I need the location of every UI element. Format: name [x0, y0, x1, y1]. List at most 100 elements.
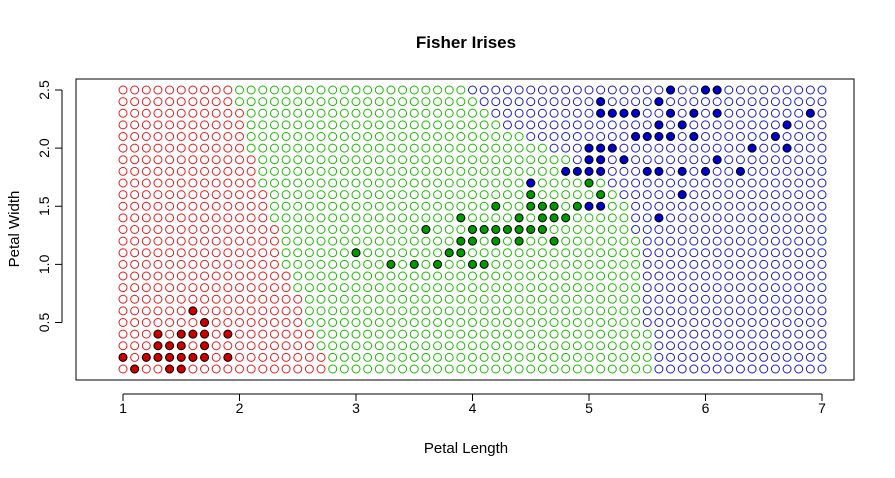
- grid-point: [782, 283, 792, 293]
- grid-point: [712, 190, 722, 200]
- grid-point: [444, 143, 454, 153]
- grid-point: [479, 364, 489, 374]
- grid-point: [549, 178, 559, 188]
- grid-point: [549, 283, 559, 293]
- grid-point: [689, 329, 699, 339]
- grid-point: [409, 294, 419, 304]
- grid-point: [456, 283, 466, 293]
- grid-point: [374, 329, 384, 339]
- grid-point: [561, 306, 571, 316]
- grid-point: [526, 132, 536, 141]
- grid-point: [141, 341, 151, 351]
- grid-point: [363, 364, 373, 374]
- grid-point: [176, 294, 186, 304]
- grid-point: [479, 120, 489, 130]
- grid-point: [351, 108, 361, 118]
- grid-point: [421, 259, 431, 269]
- grid-point: [363, 132, 373, 141]
- grid-point: [211, 318, 221, 327]
- grid-point: [561, 120, 571, 130]
- grid-point: [398, 236, 408, 246]
- grid-point: [817, 271, 827, 281]
- grid-point: [619, 213, 629, 223]
- grid-point: [502, 329, 512, 339]
- grid-point: [386, 201, 396, 211]
- grid-point: [141, 236, 151, 246]
- data-point-versicolor: [526, 225, 536, 234]
- grid-point: [351, 259, 361, 269]
- grid-point: [409, 85, 419, 95]
- grid-point: [549, 352, 559, 362]
- grid-point: [491, 352, 501, 362]
- grid-point: [246, 166, 256, 176]
- grid-point: [666, 178, 676, 188]
- grid-point: [572, 294, 582, 304]
- grid-point: [654, 143, 664, 153]
- grid-point: [689, 341, 699, 351]
- grid-point: [141, 108, 151, 118]
- grid-point: [468, 306, 477, 316]
- grid-point: [537, 318, 547, 327]
- grid-point: [514, 201, 524, 211]
- grid-point: [724, 190, 734, 200]
- grid-point: [118, 155, 128, 165]
- data-point-virginica: [596, 108, 606, 118]
- grid-point: [502, 108, 512, 118]
- grid-point: [514, 120, 524, 130]
- grid-point: [223, 190, 233, 200]
- grid-point: [328, 225, 338, 234]
- grid-point: [200, 143, 210, 153]
- grid-point: [141, 132, 151, 141]
- grid-point: [235, 294, 244, 304]
- grid-point: [258, 108, 268, 118]
- grid-point: [561, 97, 571, 107]
- grid-point: [211, 190, 221, 200]
- grid-point: [747, 341, 757, 351]
- grid-point: [433, 329, 443, 339]
- grid-point: [770, 143, 780, 153]
- grid-point: [398, 225, 408, 234]
- grid-point: [712, 306, 722, 316]
- grid-point: [316, 248, 326, 258]
- grid-point: [642, 190, 652, 200]
- data-point-virginica: [631, 132, 641, 141]
- grid-point: [468, 318, 477, 327]
- grid-point: [374, 318, 384, 327]
- grid-point: [386, 213, 396, 223]
- grid-point: [479, 236, 489, 246]
- grid-point: [351, 178, 361, 188]
- grid-point: [386, 283, 396, 293]
- grid-point: [118, 306, 128, 316]
- grid-point: [211, 294, 221, 304]
- grid-point: [537, 236, 547, 246]
- grid-point: [444, 259, 454, 269]
- data-point-virginica: [596, 201, 606, 211]
- grid-point: [130, 283, 140, 293]
- grid-point: [200, 283, 210, 293]
- grid-point: [689, 190, 699, 200]
- grid-point: [398, 248, 408, 258]
- grid-point: [805, 155, 815, 165]
- grid-point: [654, 201, 664, 211]
- grid-point: [444, 329, 454, 339]
- grid-point: [433, 225, 443, 234]
- grid-point: [258, 259, 268, 269]
- grid-point: [724, 236, 734, 246]
- grid-point: [689, 120, 699, 130]
- grid-point: [794, 236, 804, 246]
- grid-point: [386, 318, 396, 327]
- grid-point: [188, 132, 198, 141]
- grid-point: [526, 97, 536, 107]
- grid-point: [782, 97, 792, 107]
- grid-point: [153, 236, 163, 246]
- grid-point: [607, 329, 617, 339]
- grid-point: [269, 225, 279, 234]
- grid-point: [724, 213, 734, 223]
- grid-point: [328, 341, 338, 351]
- grid-point: [549, 225, 559, 234]
- grid-point: [304, 120, 314, 130]
- data-point-versicolor: [549, 201, 559, 211]
- grid-point: [281, 318, 291, 327]
- grid-point: [200, 108, 210, 118]
- grid-point: [165, 108, 175, 118]
